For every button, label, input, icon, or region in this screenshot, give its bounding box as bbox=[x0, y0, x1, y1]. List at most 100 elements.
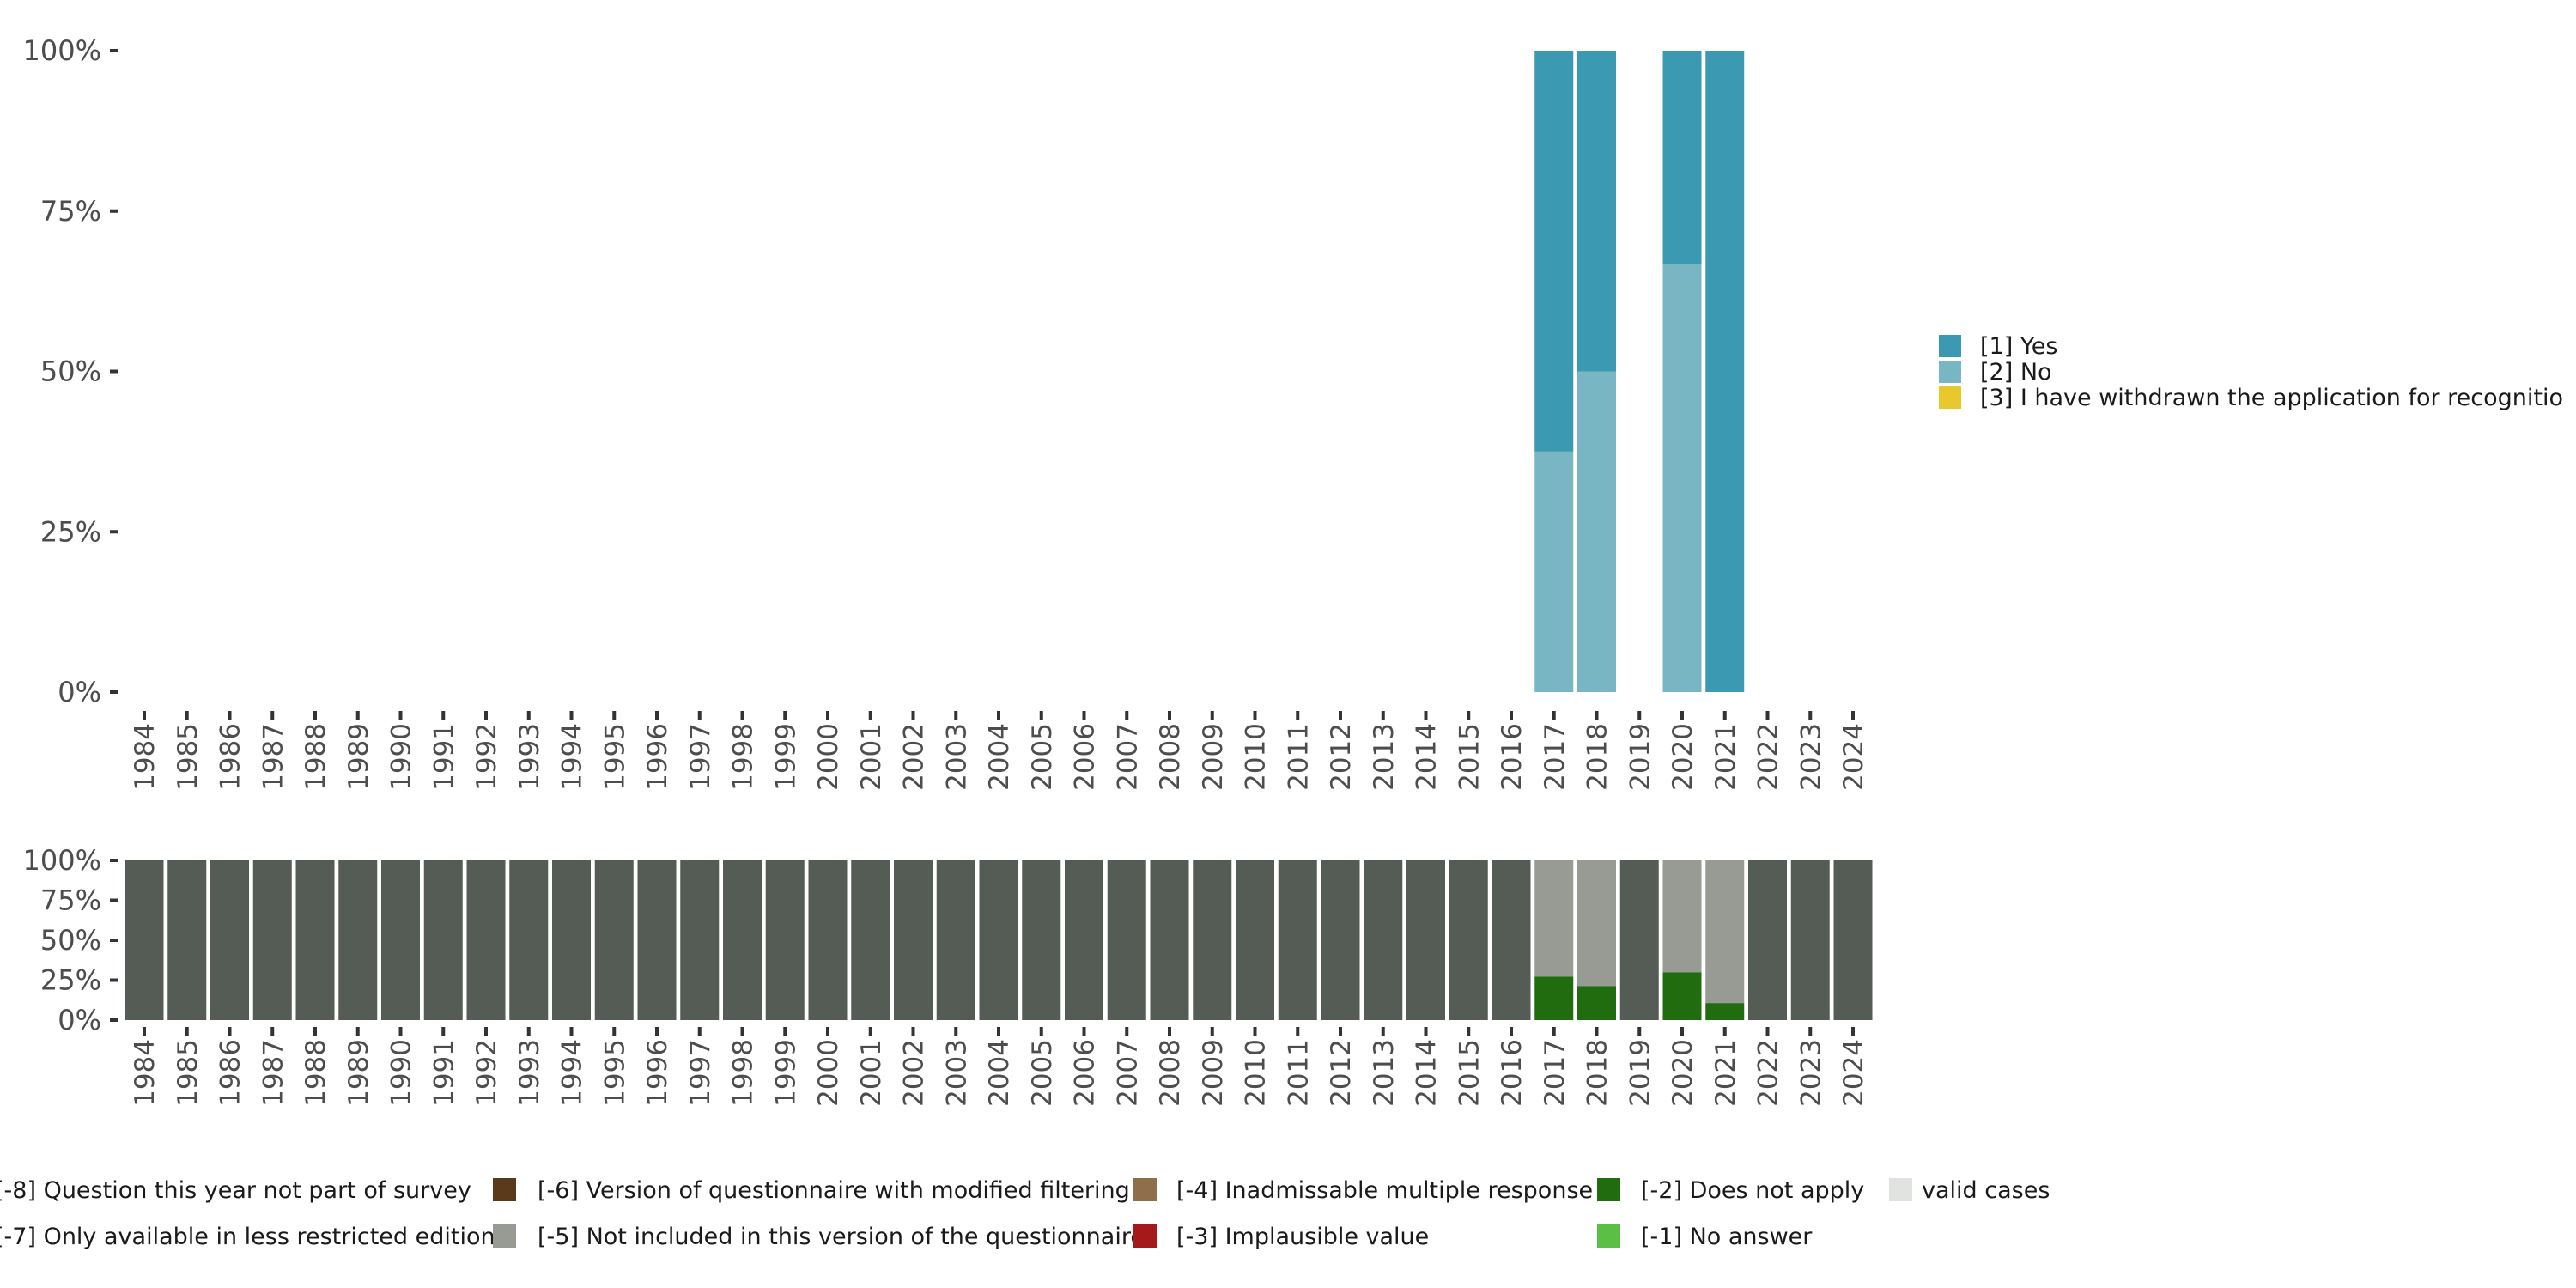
x-tick-label: 1986 bbox=[216, 723, 246, 791]
y-tick-label: 25% bbox=[40, 964, 101, 997]
legend-label: [-3] Implausible value bbox=[1176, 1224, 1429, 1250]
y-tick-label: 100% bbox=[23, 844, 101, 877]
bar-segment-2009 bbox=[1193, 860, 1232, 1020]
x-tick-label: 2010 bbox=[1241, 1039, 1272, 1107]
x-tick-label: 1990 bbox=[386, 1039, 417, 1107]
bar-segment-2017 bbox=[1534, 860, 1574, 977]
bar-segment-1986 bbox=[210, 860, 249, 1020]
legend-label: [-2] Does not apply bbox=[1641, 1177, 1864, 1204]
bar-segment-1995 bbox=[594, 860, 634, 1020]
bar-segment-1998 bbox=[723, 860, 762, 1020]
x-tick-label: 2020 bbox=[1668, 723, 1698, 791]
bar-segment-2017 bbox=[1534, 451, 1574, 692]
bar-segment-2012 bbox=[1321, 860, 1360, 1020]
bar-segment-2018 bbox=[1577, 986, 1616, 1020]
bar-segment-2003 bbox=[936, 860, 975, 1020]
x-tick-label: 1987 bbox=[258, 723, 289, 791]
x-tick-label: 2015 bbox=[1454, 1039, 1485, 1107]
x-tick-label: 2002 bbox=[899, 1039, 930, 1107]
x-tick-label: 1994 bbox=[557, 723, 588, 791]
bar-segment-1988 bbox=[295, 860, 335, 1020]
bar-segment-2020 bbox=[1662, 264, 1702, 692]
x-tick-label: 1997 bbox=[685, 1039, 716, 1107]
legend-swatch bbox=[1133, 1224, 1157, 1248]
bar-segment-1985 bbox=[167, 860, 207, 1020]
legend-label: [1] Yes bbox=[1980, 333, 2057, 360]
bar-segment-2011 bbox=[1278, 860, 1317, 1020]
legend-label: [-6] Version of questionnaire with modif… bbox=[538, 1177, 1130, 1204]
legend-swatch bbox=[1889, 1178, 1912, 1201]
x-tick-label: 1989 bbox=[343, 723, 374, 791]
x-tick-label: 2018 bbox=[1583, 1039, 1613, 1107]
x-tick-label: 2024 bbox=[1838, 1039, 1869, 1107]
legend-swatch bbox=[1133, 1178, 1157, 1201]
bar-segment-2019 bbox=[1619, 860, 1659, 1020]
x-tick-label: 2003 bbox=[941, 1039, 972, 1107]
bar-segment-2023 bbox=[1790, 860, 1830, 1020]
y-tick-label: 0% bbox=[58, 676, 101, 708]
x-tick-label: 1999 bbox=[770, 723, 801, 791]
bar-segment-2002 bbox=[894, 860, 933, 1020]
x-tick-label: 2011 bbox=[1283, 723, 1314, 791]
x-tick-label: 1995 bbox=[599, 723, 630, 791]
bar-segment-2004 bbox=[979, 860, 1018, 1020]
legend-swatch bbox=[1597, 1178, 1620, 1201]
bar-segment-1987 bbox=[252, 860, 292, 1020]
x-tick-label: 1996 bbox=[642, 723, 673, 791]
x-tick-label: 2001 bbox=[856, 723, 887, 791]
x-tick-label: 1985 bbox=[173, 1039, 204, 1107]
x-tick-label: 2004 bbox=[984, 1039, 1015, 1107]
y-tick-label: 75% bbox=[40, 195, 101, 228]
x-tick-label: 2002 bbox=[899, 723, 930, 791]
x-tick-label: 2000 bbox=[813, 1039, 844, 1107]
x-tick-label: 2005 bbox=[1027, 1039, 1058, 1107]
bar-segment-2000 bbox=[808, 860, 848, 1020]
legend-swatch bbox=[493, 1224, 516, 1248]
x-tick-label: 1998 bbox=[728, 723, 759, 791]
x-tick-label: 2013 bbox=[1369, 1039, 1400, 1107]
legend-swatch bbox=[1939, 361, 1961, 383]
x-tick-label: 1993 bbox=[514, 1039, 545, 1107]
bar-segment-1997 bbox=[680, 860, 720, 1020]
bar-segment-1991 bbox=[423, 860, 463, 1020]
x-tick-label: 2022 bbox=[1753, 723, 1784, 791]
x-tick-label: 2016 bbox=[1497, 1039, 1528, 1107]
x-tick-label: 1999 bbox=[770, 1039, 801, 1107]
bar-segment-2008 bbox=[1150, 860, 1189, 1020]
x-tick-label: 2020 bbox=[1668, 1039, 1698, 1107]
bar-segment-2005 bbox=[1022, 860, 1061, 1020]
x-tick-label: 2001 bbox=[856, 1039, 887, 1107]
bar-segment-2018 bbox=[1577, 51, 1616, 372]
x-tick-label: 1991 bbox=[428, 723, 459, 791]
bar-segment-1989 bbox=[338, 860, 378, 1020]
bar-segment-2021 bbox=[1705, 51, 1745, 692]
x-tick-label: 2010 bbox=[1241, 723, 1272, 791]
x-tick-label: 2008 bbox=[1155, 723, 1186, 791]
x-tick-label: 2006 bbox=[1070, 1039, 1101, 1107]
legend-swatch bbox=[493, 1178, 516, 1201]
bar-segment-2015 bbox=[1449, 860, 1488, 1020]
legend-label: valid cases bbox=[1922, 1177, 2050, 1204]
bar-segment-2020 bbox=[1662, 860, 1702, 973]
bar-segment-1999 bbox=[765, 860, 805, 1020]
x-tick-label: 1994 bbox=[557, 1039, 588, 1107]
legend-swatch bbox=[1597, 1224, 1620, 1248]
y-tick-label: 75% bbox=[40, 884, 101, 917]
legend-swatch bbox=[1939, 335, 1961, 357]
bar-segment-2018 bbox=[1577, 371, 1616, 692]
bar-segment-2006 bbox=[1065, 860, 1103, 1020]
x-tick-label: 2012 bbox=[1326, 723, 1357, 791]
bar-segment-2022 bbox=[1748, 860, 1787, 1020]
legend-label: [-8] Question this year not part of surv… bbox=[0, 1177, 471, 1204]
bar-segment-1996 bbox=[637, 860, 677, 1020]
x-tick-label: 1986 bbox=[216, 1039, 246, 1107]
x-tick-label: 2008 bbox=[1155, 1039, 1186, 1107]
x-tick-label: 2003 bbox=[941, 723, 972, 791]
bar-segment-2016 bbox=[1492, 860, 1531, 1020]
x-tick-label: 2023 bbox=[1795, 1039, 1826, 1107]
bar-segment-1992 bbox=[466, 860, 506, 1020]
y-tick-label: 50% bbox=[40, 924, 101, 957]
x-tick-label: 1998 bbox=[728, 1039, 759, 1107]
x-tick-label: 2022 bbox=[1753, 1039, 1784, 1107]
